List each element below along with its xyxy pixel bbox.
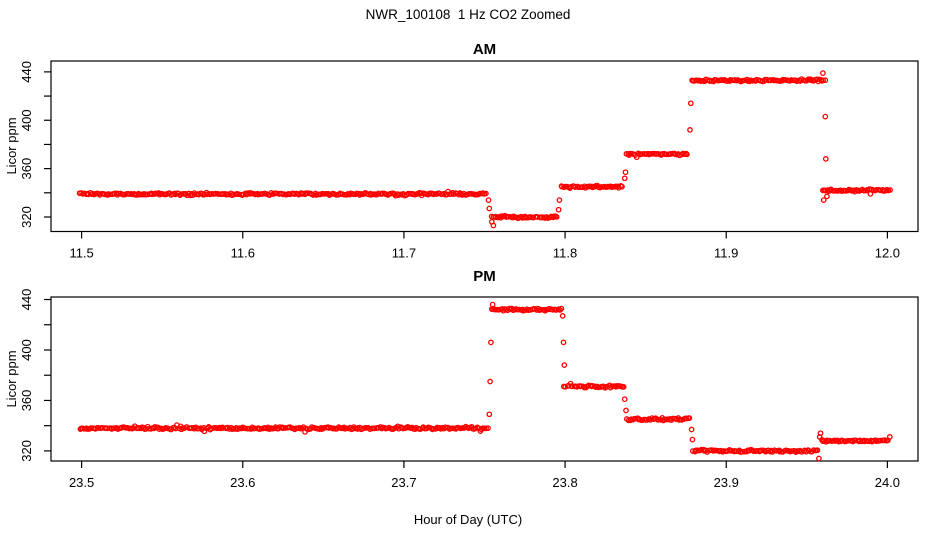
svg-text:23.7: 23.7 — [391, 475, 416, 490]
svg-text:23.5: 23.5 — [69, 475, 94, 490]
svg-text:440: 440 — [19, 61, 34, 83]
svg-text:400: 400 — [19, 109, 34, 131]
figure-title: NWR_100108 1 Hz CO2 Zoomed — [365, 7, 571, 22]
pm-y-axis-label: Licor ppm — [4, 350, 19, 408]
am-plot: 11.5 11.6 11.7 11.8 11.9 12.0 320 360 400 440 — [19, 60, 919, 261]
svg-text:23.9: 23.9 — [714, 475, 739, 490]
svg-text:11.7: 11.7 — [392, 246, 416, 261]
x-axis-label: Hour of Day (UTC) — [413, 512, 523, 527]
svg-text:12.0: 12.0 — [875, 246, 900, 261]
svg-text:400: 400 — [19, 339, 34, 361]
svg-text:320: 320 — [19, 440, 34, 462]
svg-text:11.6: 11.6 — [231, 246, 255, 261]
pm-panel-title: PM — [473, 268, 496, 285]
svg-text:360: 360 — [19, 390, 34, 412]
pm-plot: 23.5 23.6 23.7 23.8 23.9 24.0 320 360 400 440 — [19, 289, 919, 490]
svg-text:360: 360 — [19, 158, 34, 180]
svg-text:440: 440 — [19, 289, 34, 311]
svg-text:320: 320 — [19, 206, 34, 228]
am-panel-title: AM — [472, 41, 497, 58]
svg-text:11.8: 11.8 — [553, 246, 577, 261]
svg-text:11.5: 11.5 — [69, 246, 93, 261]
svg-text:11.9: 11.9 — [714, 246, 738, 261]
svg-text:23.6: 23.6 — [230, 475, 255, 490]
am-y-axis-label: Licor ppm — [4, 117, 19, 175]
svg-text:24.0: 24.0 — [875, 475, 900, 490]
svg-text:23.8: 23.8 — [552, 475, 577, 490]
